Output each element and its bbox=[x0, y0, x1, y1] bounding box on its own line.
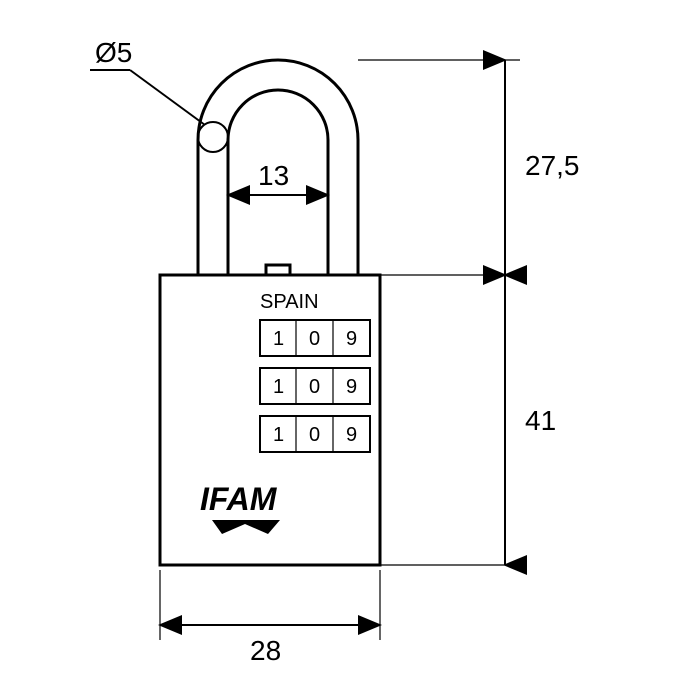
svg-text:9: 9 bbox=[346, 328, 357, 350]
svg-text:9: 9 bbox=[346, 376, 357, 398]
dim-body-height-text: 41 bbox=[525, 405, 556, 436]
svg-text:1: 1 bbox=[273, 424, 284, 446]
dim-shackle-clearance: 27,5 bbox=[505, 60, 580, 275]
svg-text:1: 1 bbox=[273, 376, 284, 398]
dim-shackle-diameter-text: Ø5 bbox=[95, 37, 132, 68]
dim-body-width: 28 bbox=[160, 625, 380, 666]
combo-window-2: 1 0 9 bbox=[260, 416, 370, 452]
country-label: SPAIN bbox=[260, 291, 319, 313]
dim-shackle-diameter: Ø5 bbox=[90, 37, 205, 125]
dim-shackle-clearance-text: 27,5 bbox=[525, 150, 580, 181]
dim-body-width-text: 28 bbox=[250, 635, 281, 666]
brand-logo: IFAM bbox=[200, 481, 280, 534]
brand-swoosh-icon bbox=[212, 520, 280, 534]
brand-text: IFAM bbox=[200, 481, 278, 517]
dim-body-height: 41 bbox=[505, 275, 556, 565]
combo-window-1: 1 0 9 bbox=[260, 368, 370, 404]
svg-text:9: 9 bbox=[346, 424, 357, 446]
dim-shackle-inner: 13 bbox=[228, 160, 328, 195]
svg-text:0: 0 bbox=[309, 376, 320, 398]
svg-text:0: 0 bbox=[309, 424, 320, 446]
svg-text:1: 1 bbox=[273, 328, 284, 350]
svg-text:0: 0 bbox=[309, 328, 320, 350]
shackle-section bbox=[198, 122, 228, 152]
dim-shackle-inner-text: 13 bbox=[258, 160, 289, 191]
combo-window-0: 1 0 9 bbox=[260, 320, 370, 356]
